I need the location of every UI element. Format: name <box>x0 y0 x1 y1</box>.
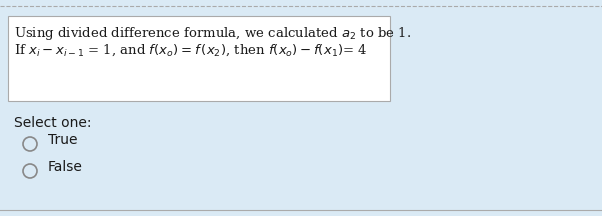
Text: Select one:: Select one: <box>14 116 92 130</box>
Text: If $\mathit{x_i} - \mathit{x_{i-1}}$ = 1, and $\mathit{f}(\mathit{x_o}) = \mathi: If $\mathit{x_i} - \mathit{x_{i-1}}$ = 1… <box>14 43 367 59</box>
FancyBboxPatch shape <box>8 16 390 101</box>
Text: False: False <box>48 160 83 174</box>
Text: True: True <box>48 133 78 147</box>
Text: Using divided difference formula, we calculated $\mathit{a}_2$ to be 1.: Using divided difference formula, we cal… <box>14 25 411 42</box>
